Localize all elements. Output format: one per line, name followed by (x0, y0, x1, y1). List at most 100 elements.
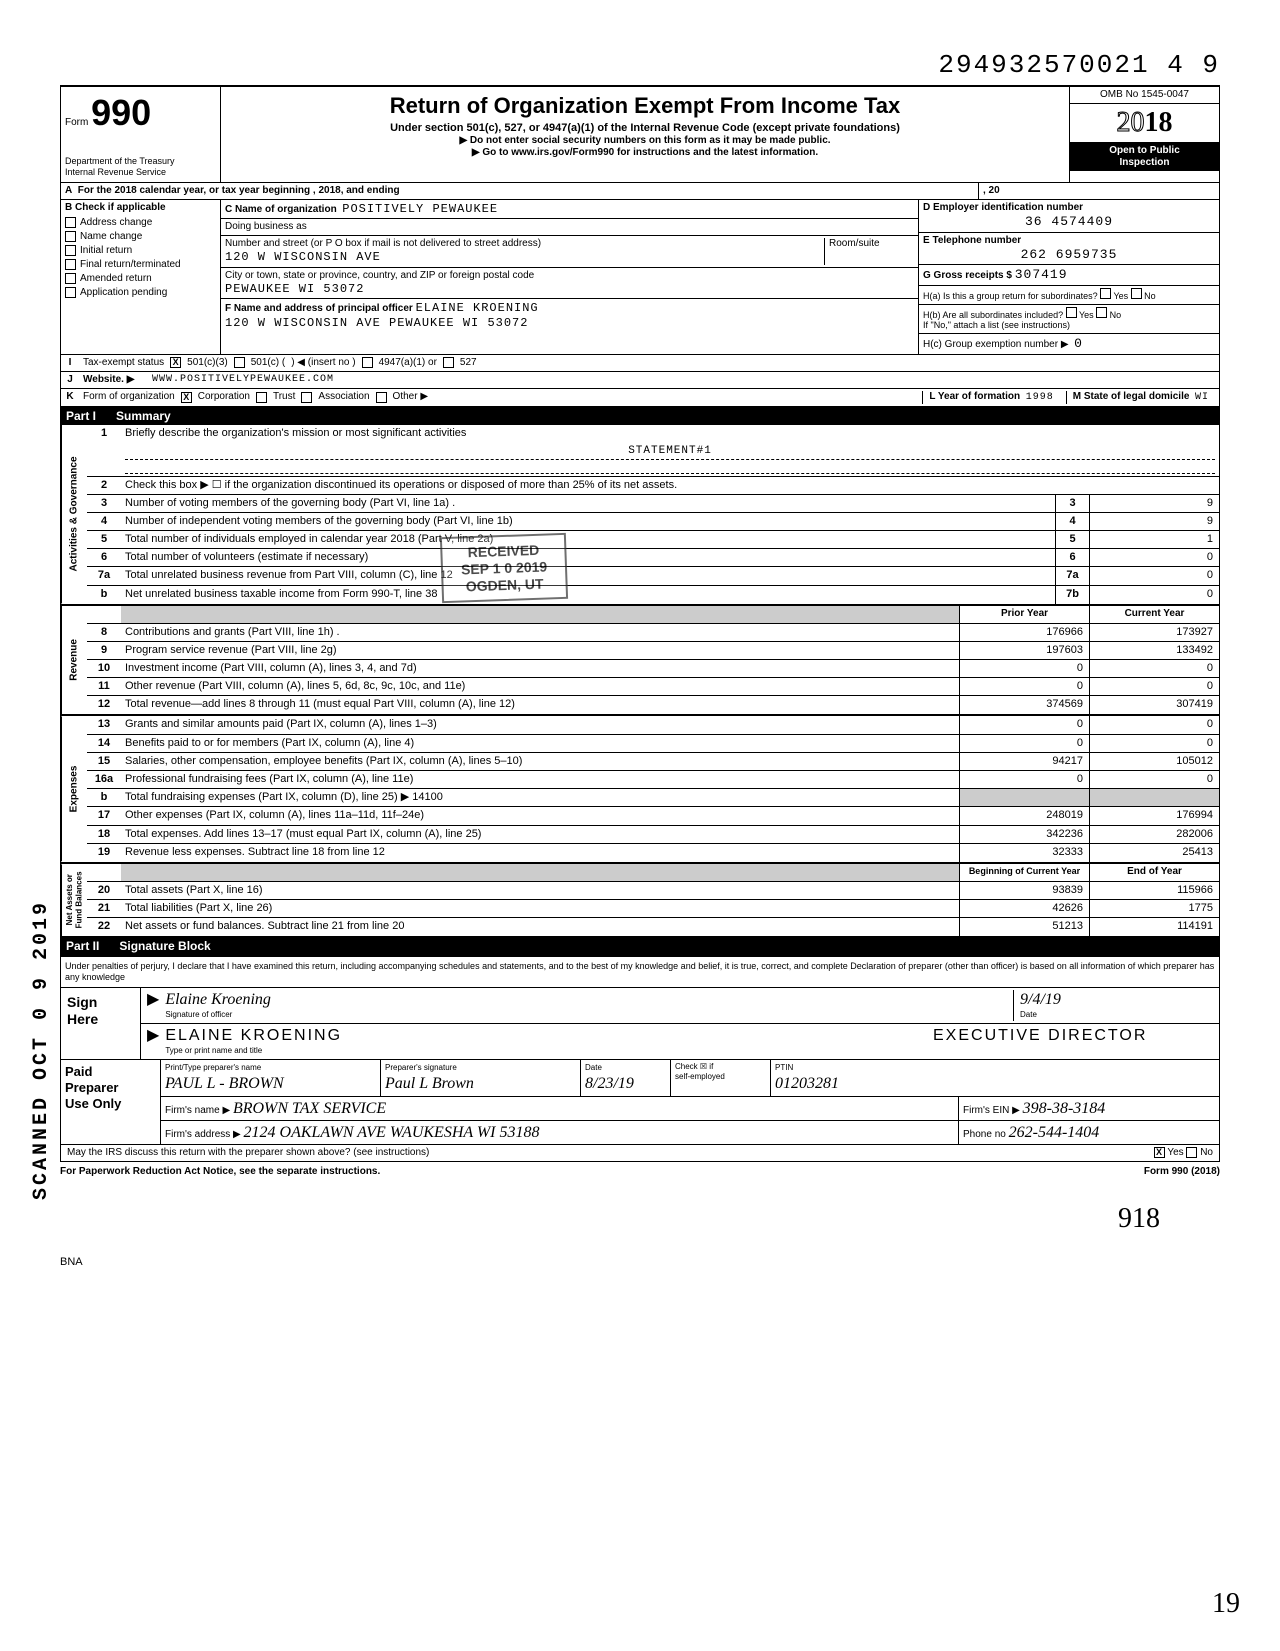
prior-value: 342236 (959, 826, 1089, 843)
row-desc: Program service revenue (Part VIII, line… (121, 642, 959, 659)
dba-label: Doing business as (221, 219, 918, 236)
year-formation: 1998 (1026, 392, 1054, 403)
checkbox-address-change[interactable] (65, 217, 76, 228)
checkbox-application-pending[interactable] (65, 287, 76, 298)
checkbox-discuss-yes[interactable] (1154, 1147, 1165, 1158)
street-address: 120 W WISCONSIN AVE (225, 250, 381, 264)
prior-value: 374569 (959, 696, 1089, 714)
checkbox-association[interactable] (301, 392, 312, 403)
current-value: 133492 (1089, 642, 1219, 659)
prior-value: 176966 (959, 624, 1089, 641)
row-num: 4 (87, 513, 121, 530)
form-label: Form (65, 117, 88, 128)
tax-year-text: For the 2018 calendar year, or tax year … (78, 185, 400, 196)
checkbox-initial-return[interactable] (65, 245, 76, 256)
city-state-zip: PEWAUKEE WI 53072 (225, 282, 364, 296)
checkbox-corporation[interactable] (181, 392, 192, 403)
row-num: 2 (87, 477, 121, 494)
org-name: POSITIVELY PEWAUKEE (342, 202, 498, 216)
hc-value: 0 (1074, 336, 1083, 351)
part-2-title: Signature Block (119, 939, 210, 953)
part-1-label: Part I (66, 409, 96, 423)
year-suffix: 18 (1145, 107, 1173, 138)
preparer-date: 8/23/19 (585, 1075, 634, 1092)
label-other: Other ▶ (393, 391, 428, 403)
website-label: Website. ▶ (83, 374, 134, 386)
city-label: City or town, state or province, country… (225, 270, 534, 281)
col-header-end: End of Year (1089, 864, 1219, 881)
hb-label: H(b) Are all subordinates included? (923, 310, 1063, 320)
hno-label: If "No," attach a list (see instructions… (923, 320, 1070, 330)
addr-label: Number and street (or P O box if mail is… (225, 238, 541, 249)
current-value: 105012 (1089, 753, 1219, 770)
checkbox-527[interactable] (443, 357, 454, 368)
note-ssn: ▶ Do not enter social security numbers o… (227, 135, 1063, 147)
label-trust: Trust (273, 391, 295, 403)
checkbox-hb-no[interactable] (1096, 307, 1107, 318)
hc-label: H(c) Group exemption number ▶ (923, 339, 1069, 350)
checkbox-trust[interactable] (256, 392, 267, 403)
form-header: Form 990 Department of the Treasury Inte… (60, 85, 1220, 183)
preparer-signature: Paul L Brown (385, 1075, 474, 1092)
activities-tab: Activities & Governance (61, 425, 87, 604)
row-num: 20 (87, 882, 121, 899)
ptin-value: 01203281 (775, 1075, 839, 1092)
net-assets-section: Net Assets or Fund Balances Beginning of… (60, 864, 1220, 937)
label-4947: 4947(a)(1) or (379, 357, 437, 369)
label-final-return: Final return/terminated (80, 259, 181, 271)
current-value: 282006 (1089, 826, 1219, 843)
prep-name-label: Print/Type preparer's name (165, 1063, 261, 1072)
checkbox-name-change[interactable] (65, 231, 76, 242)
beginning-value: 93839 (959, 882, 1089, 899)
row-box: 7a (1055, 567, 1089, 584)
paid-preparer-block: Paid Preparer Use Only Print/Type prepar… (60, 1060, 1220, 1162)
row-num: 9 (87, 642, 121, 659)
row-desc: Total number of volunteers (estimate if … (121, 549, 1055, 566)
row-num: 14 (87, 735, 121, 752)
current-value: 0 (1089, 735, 1219, 752)
row-num: 13 (87, 716, 121, 733)
current-value: 173927 (1089, 624, 1219, 641)
row-desc: Total expenses. Add lines 13–17 (must eq… (121, 826, 959, 843)
row-desc: Number of voting members of the governin… (121, 495, 1055, 512)
row-desc: Professional fundraising fees (Part IX, … (121, 771, 959, 788)
checkbox-501c[interactable] (234, 357, 245, 368)
checkbox-501c3[interactable] (170, 357, 181, 368)
checkbox-hb-yes[interactable] (1066, 307, 1077, 318)
checkbox-ha-no[interactable] (1131, 288, 1142, 299)
beginning-value: 51213 (959, 918, 1089, 936)
label-corporation: Corporation (198, 391, 250, 403)
current-value: 0 (1089, 716, 1219, 733)
row-desc: Number of independent voting members of … (121, 513, 1055, 530)
checkbox-other[interactable] (376, 392, 387, 403)
checkbox-4947[interactable] (362, 357, 373, 368)
label-name-change: Name change (80, 231, 142, 243)
net-assets-tab: Net Assets or Fund Balances (61, 864, 87, 936)
row-num: 6 (87, 549, 121, 566)
current-value: 176994 (1089, 807, 1219, 824)
col-header-beginning: Beginning of Current Year (959, 864, 1089, 881)
prep-date-label: Date (585, 1063, 602, 1072)
officer-signature: Elaine Kroening (165, 991, 271, 1008)
officer-name: ELAINE KROENING (416, 301, 539, 315)
row-num: 3 (87, 495, 121, 512)
arrow-icon: ▶ (147, 1026, 159, 1057)
row-box: 5 (1055, 531, 1089, 548)
bna-label: BNA (60, 1256, 1220, 1269)
website-value: WWW.POSITIVELYPEWAUKEE.COM (152, 374, 334, 386)
row-num: 12 (87, 696, 121, 714)
phone-label: E Telephone number (923, 235, 1021, 246)
footer: For Paperwork Reduction Act Notice, see … (60, 1162, 1220, 1182)
checkbox-final-return[interactable] (65, 259, 76, 270)
row-desc: Total revenue—add lines 8 through 11 (mu… (121, 696, 959, 714)
row-num: 21 (87, 900, 121, 917)
checkbox-amended-return[interactable] (65, 273, 76, 284)
note-url: ▶ Go to www.irs.gov/Form990 for instruct… (227, 147, 1063, 159)
row-num: 8 (87, 624, 121, 641)
checkbox-discuss-no[interactable] (1186, 1147, 1197, 1158)
ptin-label: PTIN (775, 1063, 793, 1072)
checkbox-ha-yes[interactable] (1100, 288, 1111, 299)
end-value: 114191 (1089, 918, 1219, 936)
row-num: 7a (87, 567, 121, 584)
row-num: 17 (87, 807, 121, 824)
